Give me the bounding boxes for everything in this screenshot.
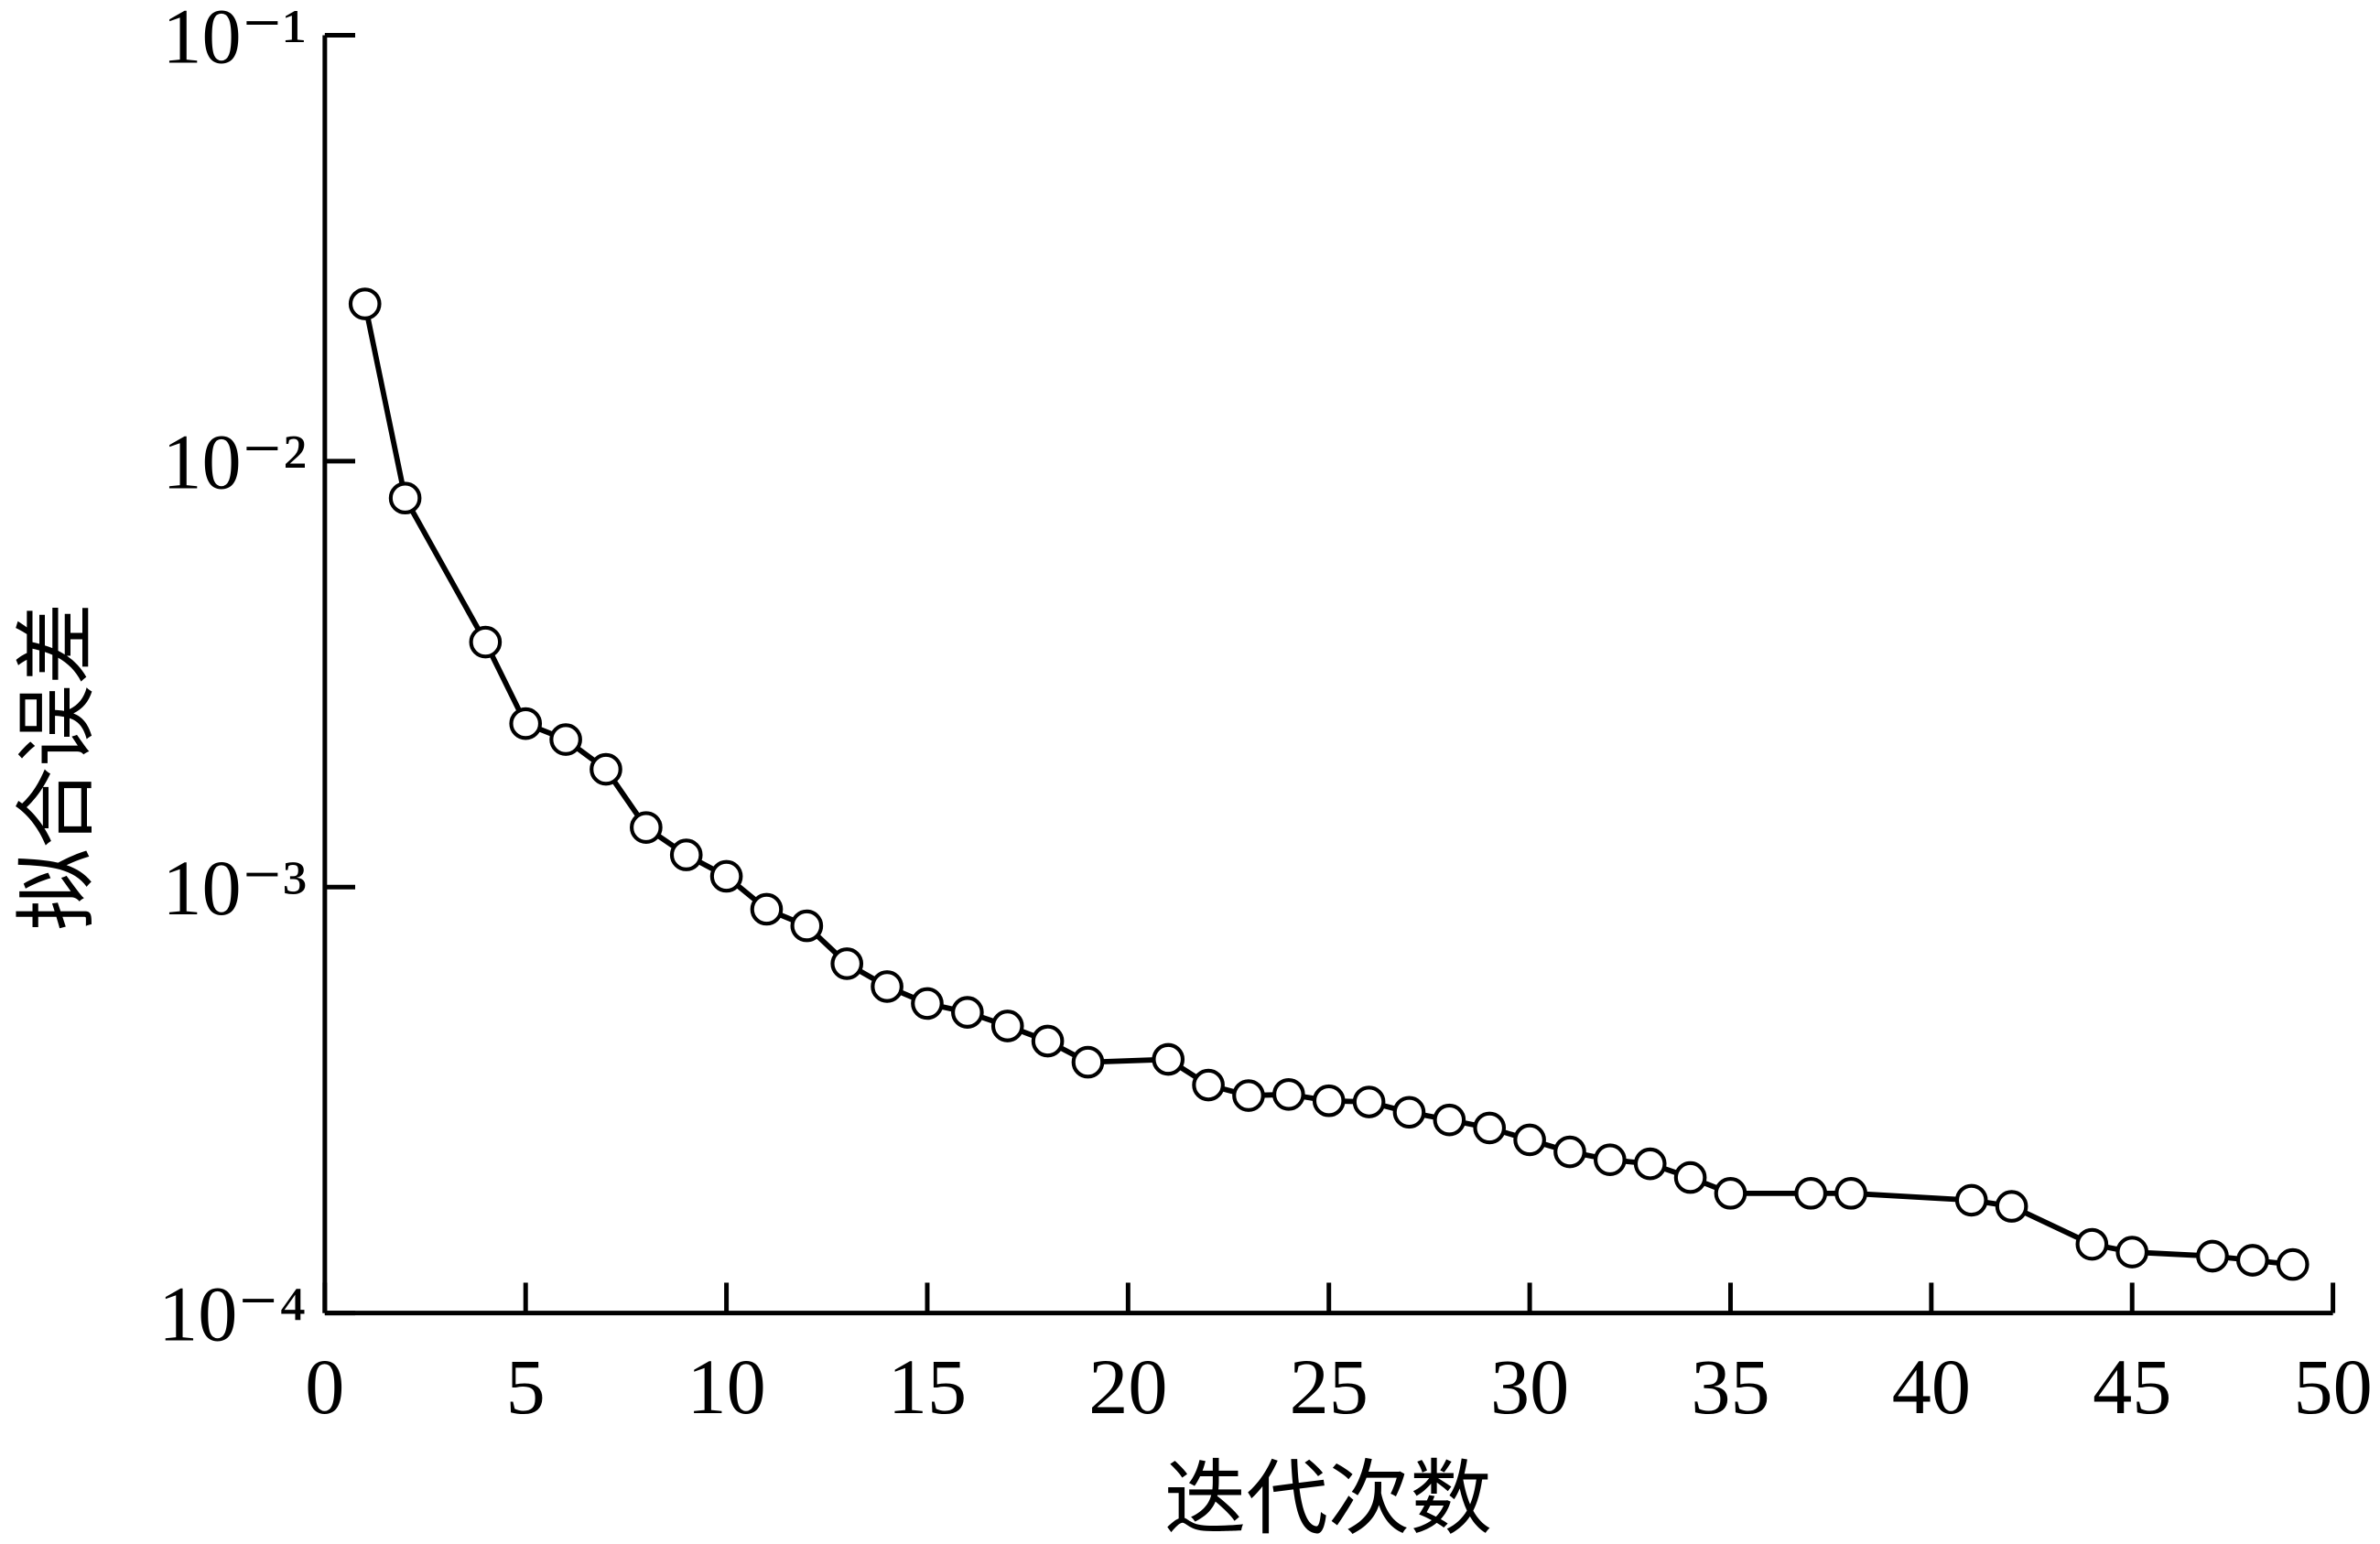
data-point xyxy=(348,287,382,320)
data-point xyxy=(1071,1045,1105,1079)
data-point xyxy=(951,996,984,1029)
x-tick-label: 5 xyxy=(506,1343,546,1431)
data-point xyxy=(1954,1183,1988,1217)
x-tick-label: 35 xyxy=(1691,1343,1769,1431)
y-tick-label: 10⁻² xyxy=(162,418,307,506)
x-tick-label: 30 xyxy=(1490,1343,1569,1431)
data-point xyxy=(2196,1239,2229,1273)
data-point xyxy=(590,752,622,786)
data-point xyxy=(1995,1190,2028,1223)
x-tick-label: 45 xyxy=(2093,1343,2171,1431)
data-point xyxy=(871,970,903,1003)
data-point xyxy=(1272,1077,1305,1111)
data-point xyxy=(790,909,824,943)
x-axis-title: 迭代次数 xyxy=(1164,1454,1492,1544)
data-point xyxy=(1633,1147,1667,1181)
x-tick-label: 15 xyxy=(888,1343,967,1431)
data-point xyxy=(1312,1084,1346,1118)
data-point xyxy=(830,947,864,980)
x-tick-label: 40 xyxy=(1892,1343,1971,1431)
data-point xyxy=(1673,1161,1707,1194)
data-point xyxy=(1794,1177,1828,1210)
x-tick-label: 0 xyxy=(305,1343,344,1431)
data-point xyxy=(1714,1177,1747,1210)
data-point xyxy=(990,1010,1024,1042)
data-point xyxy=(1031,1024,1065,1058)
data-point xyxy=(388,481,422,515)
data-point xyxy=(469,625,503,659)
data-point xyxy=(911,987,944,1020)
data-line xyxy=(362,303,2294,1268)
data-point xyxy=(2115,1236,2149,1269)
data-point xyxy=(1553,1135,1586,1169)
data-point xyxy=(1594,1143,1627,1176)
data-point xyxy=(1152,1042,1185,1076)
data-point xyxy=(509,707,543,740)
data-point xyxy=(1834,1177,1867,1210)
data-point xyxy=(1433,1103,1466,1137)
x-tick-label: 25 xyxy=(1290,1343,1368,1431)
data-point xyxy=(1352,1085,1386,1118)
y-tick-label: 10⁻³ xyxy=(162,844,307,932)
data-point xyxy=(1513,1123,1546,1157)
data-point xyxy=(709,859,743,893)
data-point xyxy=(2236,1244,2269,1277)
data-point xyxy=(2276,1247,2310,1281)
x-tick-label: 50 xyxy=(2293,1343,2372,1431)
x-tick-label: 10 xyxy=(687,1343,765,1431)
data-point xyxy=(630,811,663,844)
y-axis-title: 拟合误差 xyxy=(13,603,103,931)
data-point xyxy=(549,723,582,756)
data-point xyxy=(2075,1227,2109,1261)
data-point xyxy=(1232,1079,1265,1112)
y-tick-label: 10⁻¹ xyxy=(162,0,307,80)
x-tick-label: 20 xyxy=(1088,1343,1167,1431)
data-point xyxy=(1192,1068,1225,1102)
data-point xyxy=(1392,1096,1426,1129)
data-point xyxy=(1473,1111,1507,1145)
data-point xyxy=(750,892,784,926)
y-tick-label: 10⁻⁴ xyxy=(158,1269,307,1357)
data-point xyxy=(669,838,703,871)
